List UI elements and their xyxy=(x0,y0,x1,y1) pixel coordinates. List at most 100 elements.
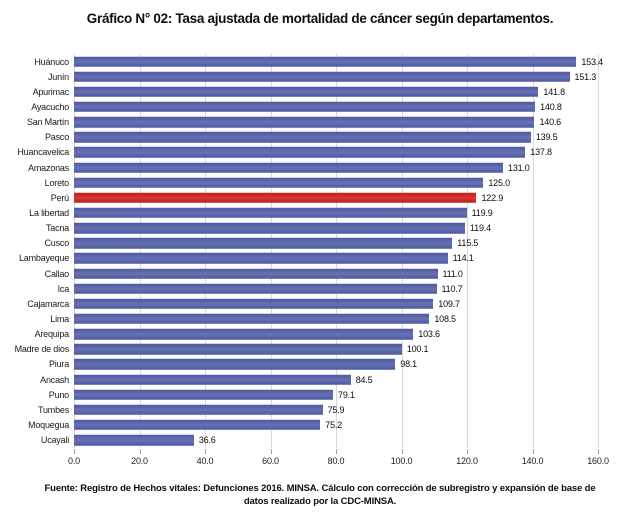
category-label: Arequipa xyxy=(34,329,70,340)
bar-chart: Huánuco 153.4 Junín 151.3 Apurimac 141.8 Ayacu… xyxy=(8,54,609,472)
bar-track: 111.0 xyxy=(74,266,598,281)
bar-row: Lambayeque 114.1 xyxy=(8,251,598,266)
x-tick-mark xyxy=(598,448,599,454)
category-label: San Martín xyxy=(26,117,69,128)
bar-track: 109.7 xyxy=(74,296,598,311)
category-label: Lima xyxy=(50,313,69,324)
bar xyxy=(74,177,484,188)
bar-row: Callao 111.0 xyxy=(8,266,598,281)
value-label: 111.0 xyxy=(442,268,463,279)
x-tick-label: 100.0 xyxy=(390,455,413,466)
bar xyxy=(74,343,402,355)
x-tick-label: 60.0 xyxy=(262,455,279,466)
gridline xyxy=(467,54,468,448)
x-tick-mark xyxy=(74,448,75,454)
category-label: Madre de dios xyxy=(14,344,70,355)
category-label: Cajamarca xyxy=(27,298,69,309)
category-label: Tumbes xyxy=(38,404,69,415)
bar xyxy=(74,253,448,264)
bar xyxy=(74,389,334,400)
category-label: Huancavelica xyxy=(17,147,69,158)
category-label: Cusco xyxy=(44,238,69,249)
bar xyxy=(74,268,438,279)
gridline xyxy=(532,54,534,448)
bar-row: Perú 122.9 xyxy=(8,190,598,205)
category-label: Huánuco xyxy=(34,56,69,67)
gridline xyxy=(336,54,337,448)
bar xyxy=(74,207,467,219)
x-tick-label: 160.0 xyxy=(587,455,609,466)
value-label: 115.5 xyxy=(457,238,479,249)
bar-highlight xyxy=(74,192,477,204)
bar-row: La libertad 119.9 xyxy=(8,205,598,220)
bar-row: Piura 98.1 xyxy=(8,357,598,372)
bar xyxy=(74,313,430,325)
bar xyxy=(74,56,577,67)
value-label: 140.8 xyxy=(540,101,562,112)
category-label: Apurimac xyxy=(32,86,70,97)
bar-row: San Martín 140.6 xyxy=(8,115,598,130)
bar-row: Pasco 139.5 xyxy=(8,130,598,145)
bar-track: 115.5 xyxy=(74,236,598,251)
bar xyxy=(74,116,535,128)
x-tick-label: 140.0 xyxy=(521,455,544,466)
bar-row: Loreto 125.0 xyxy=(8,175,598,190)
bar-track: 110.7 xyxy=(74,281,598,296)
bar-track: 122.9 xyxy=(74,190,598,205)
chart-title: Gráfico N° 02: Tasa ajustada de mortalid… xyxy=(86,11,554,26)
bar-row: Arequipa 103.6 xyxy=(8,327,598,342)
x-tick-label: 20.0 xyxy=(131,455,148,466)
bar-track: 84.5 xyxy=(74,372,598,387)
bar xyxy=(74,359,396,370)
category-label: Callao xyxy=(44,268,70,279)
value-label: 122.9 xyxy=(481,192,504,203)
category-label: Tacna xyxy=(45,223,69,234)
value-label: 109.7 xyxy=(438,298,460,309)
bar xyxy=(74,222,466,234)
gridline xyxy=(139,54,141,448)
category-label: Ica xyxy=(57,283,70,294)
value-label: 110.7 xyxy=(441,283,463,294)
bar-track: 75.9 xyxy=(74,402,598,417)
gridline xyxy=(270,54,272,448)
value-label: 153.4 xyxy=(581,56,603,67)
bar-track: 140.6 xyxy=(74,115,598,130)
bar-track: 140.8 xyxy=(74,99,598,114)
category-label: La libertad xyxy=(29,207,69,218)
category-label: Perú xyxy=(50,192,69,203)
bar xyxy=(74,86,539,98)
value-label: 141.8 xyxy=(543,86,565,97)
x-tick-label: 120.0 xyxy=(456,455,478,466)
category-label: Amazonas xyxy=(28,162,69,173)
bar-row: Apurimac 141.8 xyxy=(8,84,598,99)
value-label: 100.1 xyxy=(406,344,429,355)
x-tick-mark xyxy=(205,448,206,454)
bar-row: Amazonas 131.0 xyxy=(8,160,598,175)
x-axis: 0.0 20.0 40.0 60.0 80.0 100.0 120.0 140.0 160.0 xyxy=(68,448,609,472)
bar xyxy=(74,404,323,416)
value-label: 36.6 xyxy=(198,435,216,446)
bar-row: Madre de dios 100.1 xyxy=(8,342,598,357)
bar-row: Ucayali 36.6 xyxy=(8,433,598,448)
bar-row: Ancash 84.5 xyxy=(8,372,598,387)
x-tick-label: 80.0 xyxy=(327,455,345,466)
bar-row: Puno 79.1 xyxy=(8,387,598,402)
category-label: Ayacucho xyxy=(31,101,69,112)
bar-row: Ica 110.7 xyxy=(8,281,598,296)
bar xyxy=(74,101,536,113)
value-label: 98.1 xyxy=(400,359,417,370)
x-tick-mark xyxy=(532,448,534,454)
value-label: 103.6 xyxy=(418,329,440,340)
bar-track: 36.6 xyxy=(74,433,598,448)
category-label: Pasco xyxy=(44,132,69,143)
value-label: 131.0 xyxy=(508,162,530,173)
value-label: 151.3 xyxy=(574,71,597,82)
bar-track: 139.5 xyxy=(74,130,598,145)
bar-track: 100.1 xyxy=(74,342,598,357)
source-note: Fuente: Registro de Hechos vitales: Defu… xyxy=(44,482,596,507)
gridline xyxy=(401,54,403,448)
x-tick-mark xyxy=(336,448,337,454)
category-label: Lambayeque xyxy=(18,253,69,264)
bar-track: 153.4 xyxy=(74,54,603,69)
bar-track: 114.1 xyxy=(74,251,598,266)
